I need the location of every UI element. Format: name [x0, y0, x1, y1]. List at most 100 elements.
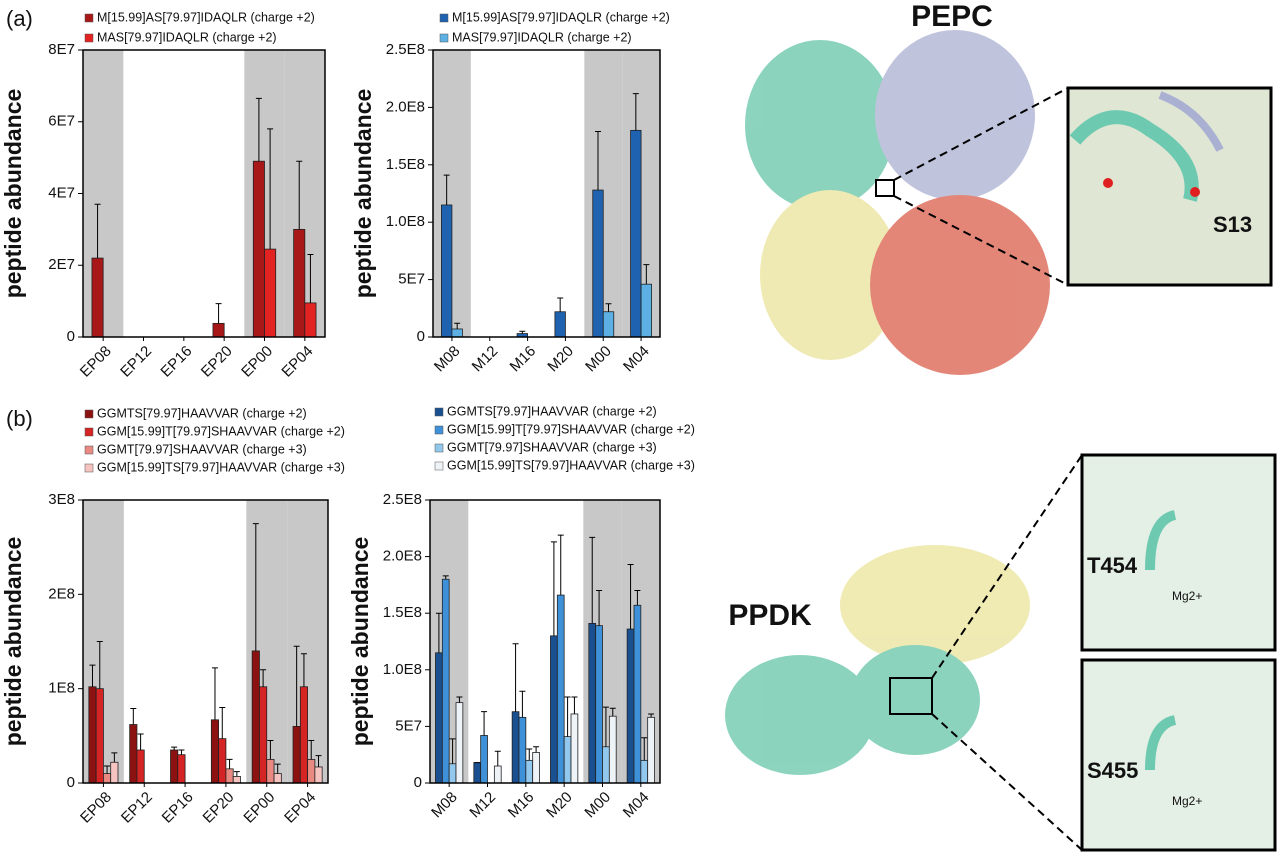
bar	[641, 284, 652, 337]
error-bar	[571, 697, 577, 714]
bar	[259, 687, 266, 783]
ion-label: Mg2+	[1172, 589, 1202, 603]
legend-swatch	[85, 410, 93, 418]
x-tick-label: EP04	[278, 343, 316, 381]
error-bar	[551, 542, 557, 636]
legend-swatch	[85, 428, 93, 436]
legend-label: MAS[79.97]IDAQLR (charge +2)	[97, 30, 277, 44]
bar	[593, 190, 604, 337]
x-tick-label: M12	[466, 789, 499, 822]
bar	[609, 716, 616, 783]
error-bar	[216, 304, 222, 324]
bar	[442, 579, 449, 783]
error-bar	[219, 708, 225, 739]
x-tick-label: EP16	[159, 789, 197, 827]
bar	[178, 755, 185, 783]
y-tick-label: 0	[67, 774, 75, 791]
error-bar	[212, 668, 218, 720]
bar	[267, 759, 274, 783]
bar	[265, 249, 276, 337]
bar	[274, 774, 281, 783]
x-tick-label: EP16	[157, 343, 195, 381]
legend-swatch	[435, 462, 443, 470]
x-tick-label: EP08	[77, 343, 115, 381]
y-tick-label: 2.0E8	[386, 98, 425, 115]
site-label: S455	[1087, 758, 1138, 783]
legend-label: GGM[15.99]T[79.97]SHAAVVAR (charge +2)	[97, 424, 345, 438]
bar	[557, 595, 564, 783]
y-tick-label: 2E7	[48, 256, 75, 273]
bar	[253, 161, 264, 337]
bar	[315, 767, 322, 783]
y-tick-label: 3E8	[48, 491, 75, 508]
bar	[564, 737, 571, 783]
error-bar	[565, 697, 571, 737]
legend-label: GGMT[79.97]SHAAVVAR (charge +3)	[97, 442, 307, 456]
y-tick-label: 0	[414, 774, 422, 791]
legend-swatch	[440, 14, 448, 22]
x-tick-label: EP12	[118, 789, 156, 827]
legend-label: GGM[15.99]TS[79.97]HAAVVAR (charge +3)	[97, 460, 345, 474]
bar	[481, 735, 488, 783]
site-label: S13	[1213, 212, 1252, 237]
bar	[293, 726, 300, 783]
y-tick-label: 6E7	[48, 113, 75, 130]
bar	[512, 712, 519, 783]
bar	[571, 714, 578, 783]
bar	[89, 687, 96, 783]
legend-label: GGMT[79.97]SHAAVVAR (charge +3)	[447, 440, 657, 454]
bar	[305, 303, 316, 337]
bar	[137, 750, 144, 783]
bar	[92, 258, 103, 337]
y-axis-label: peptide abundance	[0, 537, 26, 747]
error-bar	[533, 747, 539, 753]
y-tick-label: 5E7	[398, 271, 425, 288]
y-tick-label: 4E7	[48, 184, 75, 201]
x-tick-label: M20	[543, 789, 576, 822]
error-bar	[557, 298, 563, 312]
x-tick-label: EP12	[117, 343, 155, 381]
site-label: T454	[1087, 553, 1138, 578]
bar	[452, 329, 463, 337]
y-tick-label: 1.5E8	[383, 604, 422, 621]
bar	[519, 717, 526, 783]
error-bar	[513, 644, 519, 712]
x-tick-label: M04	[620, 343, 653, 376]
legend-swatch	[435, 444, 443, 452]
error-bar	[558, 535, 564, 595]
legend-label: GGM[15.99]T[79.97]SHAAVVAR (charge +2)	[447, 422, 695, 436]
x-tick-label: M04	[620, 789, 653, 822]
legend-swatch	[440, 34, 448, 42]
y-tick-label: 2E8	[48, 585, 75, 602]
bar	[456, 703, 463, 783]
y-tick-label: 8E7	[48, 41, 75, 58]
bar	[252, 651, 259, 783]
structure-title: PPDK	[728, 599, 812, 632]
bar	[641, 760, 648, 783]
bar	[596, 626, 603, 783]
error-bar	[227, 759, 233, 768]
structure-title: PEPC	[911, 0, 993, 33]
panel-label: (a)	[6, 6, 33, 31]
y-tick-label: 0	[67, 328, 75, 345]
y-tick-label: 2.5E8	[386, 41, 425, 58]
x-tick-label: EP08	[77, 789, 115, 827]
x-tick-label: M16	[505, 789, 538, 822]
legend-label: M[15.99]AS[79.97]IDAQLR (charge +2)	[97, 10, 315, 24]
error-bar	[526, 749, 532, 760]
y-tick-label: 1.0E8	[386, 213, 425, 230]
x-tick-label: EP04	[281, 789, 319, 827]
error-bar	[171, 747, 177, 750]
bar	[308, 759, 315, 783]
x-tick-label: M12	[469, 343, 502, 376]
bar	[300, 687, 307, 783]
y-tick-label: 5E7	[395, 717, 422, 734]
x-tick-label: EP20	[200, 789, 238, 827]
x-tick-label: M08	[431, 343, 464, 376]
error-bar	[130, 708, 136, 724]
error-bar	[138, 734, 144, 750]
legend-swatch	[85, 14, 93, 22]
y-tick-label: 1.5E8	[386, 156, 425, 173]
legend-label: GGMTS[79.97]HAAVVAR (charge +2)	[97, 406, 307, 420]
legend-swatch	[435, 426, 443, 434]
